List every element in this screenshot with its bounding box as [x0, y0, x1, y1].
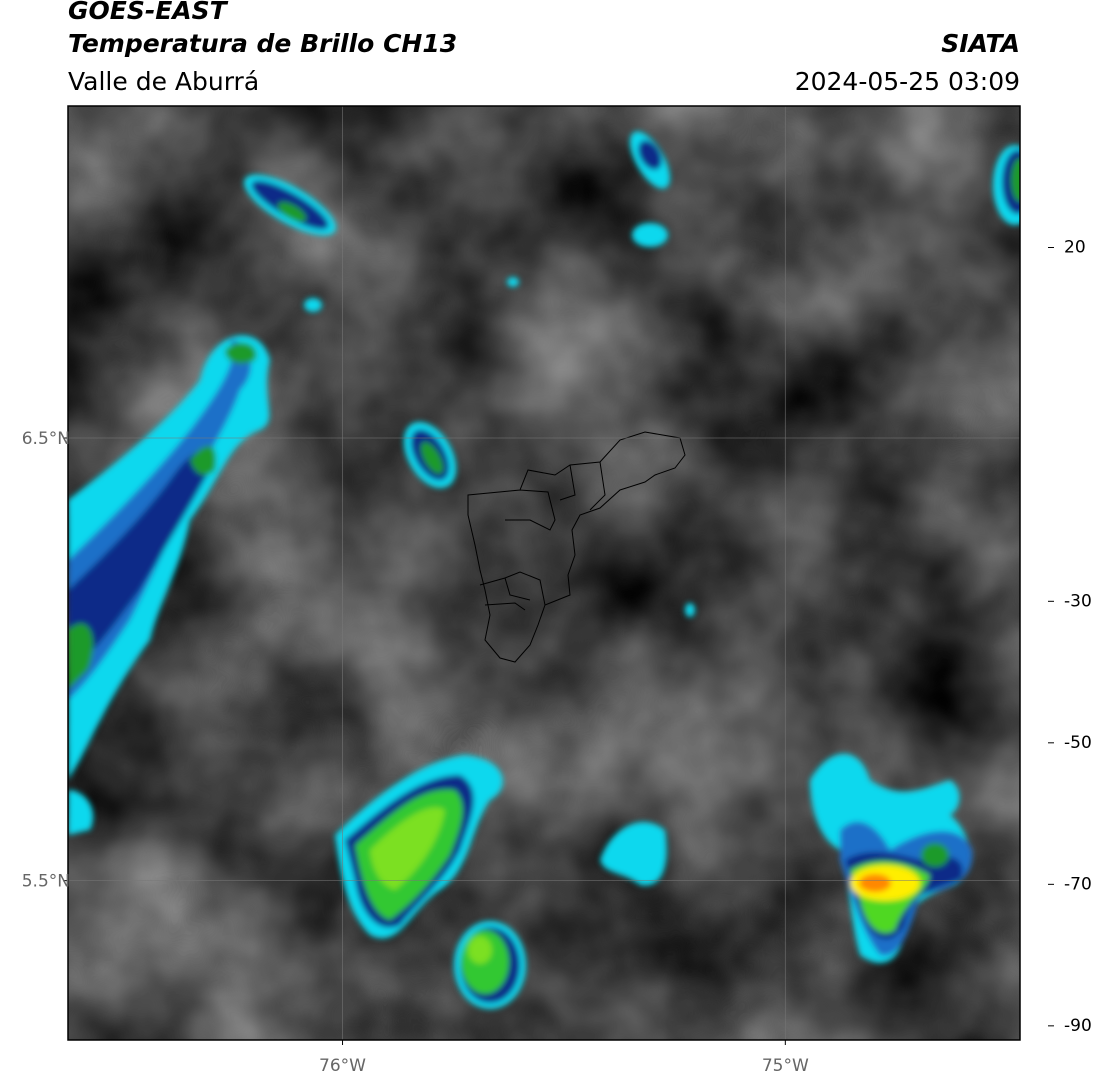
y-tick-label: 5.5°N — [22, 872, 70, 892]
colorbar-tick-label: 20 — [1064, 238, 1086, 258]
x-tick-label: 75°W — [762, 1056, 809, 1076]
y-tick-label: 6.5°N — [22, 429, 70, 449]
region: Valle de Aburrá — [68, 67, 259, 96]
x-tick-label: 76°W — [319, 1056, 366, 1076]
colorbar-tick-label: -90 — [1064, 1016, 1092, 1036]
colorbar-tick-label: -30 — [1064, 591, 1092, 611]
agency: SIATA — [941, 29, 1020, 58]
map-frame — [67, 105, 1021, 1041]
grid — [68, 106, 1020, 1040]
datetime: 2024-05-25 03:09 — [795, 67, 1020, 96]
satellite: GOES-EAST — [68, 0, 229, 25]
product: Temperatura de Brillo CH13 — [68, 29, 457, 58]
colorbar-tick-label: -50 — [1064, 733, 1092, 753]
colorbar-tick-label: -70 — [1064, 874, 1092, 894]
satellite-image — [68, 106, 1020, 1040]
